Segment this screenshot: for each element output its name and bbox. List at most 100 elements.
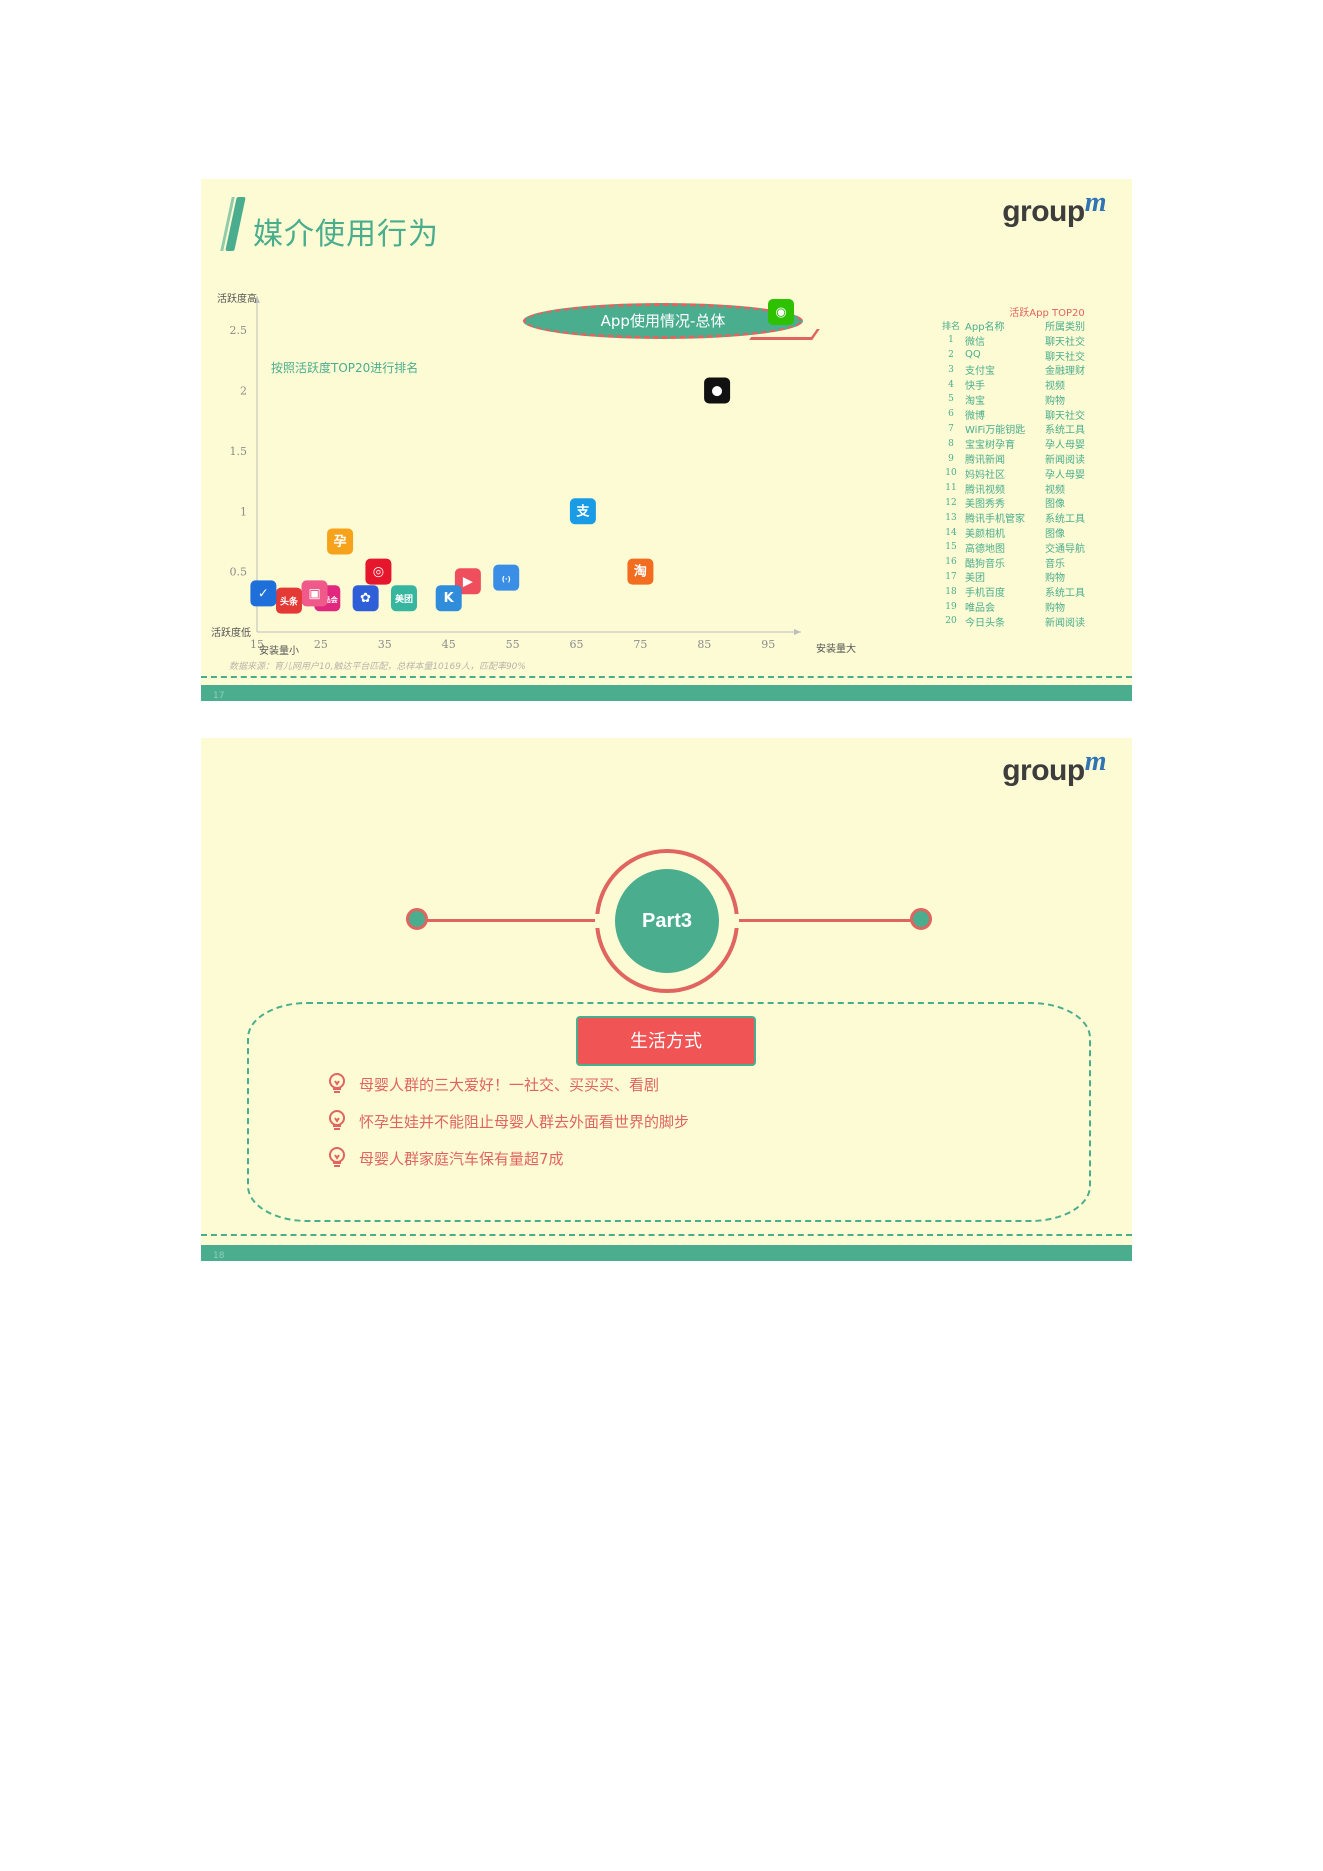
legend-row: 2 QQ 聊天社交: [937, 348, 1127, 362]
legend-row: 11 腾讯视频 视频: [937, 481, 1127, 496]
x-tick-label: 55: [506, 638, 520, 651]
legend-rank: 2: [948, 349, 954, 360]
meituan-icon: 美团: [390, 585, 417, 612]
legend-rows: 1 微信 聊天社交 2 QQ 聊天社交 3 支付宝 金融理财 4 快手 视频 5 淘宝 购物 6 微博 聊天社交 7…: [937, 333, 1127, 629]
taobao-icon: 淘: [627, 558, 654, 585]
legend-row: 1 微信 聊天社交: [937, 333, 1127, 348]
legend-app-name: QQ: [965, 349, 981, 361]
data-point-glyph: ✓: [258, 586, 269, 601]
legend-row: 20 今日头条 新闻阅读: [937, 614, 1127, 629]
legend-category: 购物: [1045, 603, 1065, 615]
legend-rank: 19: [945, 601, 957, 612]
legend-rank: 6: [948, 409, 954, 420]
legend-category: 聊天社交: [1045, 410, 1085, 422]
part-circle: Part3: [615, 869, 719, 973]
legend-row: 4 快手 视频: [937, 377, 1127, 393]
legend-caption: 活跃App TOP20: [1009, 308, 1085, 319]
legend-rank: 14: [945, 527, 957, 538]
legend-rank: 10: [945, 468, 957, 479]
legend-category: 聊天社交: [1045, 336, 1085, 348]
meitu-icon: ▣: [301, 580, 328, 607]
y-axis-arrow: [254, 296, 260, 303]
legend-category: 系统工具: [1045, 588, 1085, 600]
kugou-icon: K: [435, 585, 462, 612]
legend-row: 9 腾讯新闻 新闻阅读: [937, 451, 1127, 467]
legend-category: 图像: [1045, 499, 1065, 511]
data-point-glyph: K: [444, 591, 455, 606]
legend-header-category: 所属类别: [1045, 321, 1085, 333]
legend-row: 5 淘宝 购物: [937, 392, 1127, 407]
data-point-marker: [435, 585, 462, 612]
y-tick-label: 2.5: [230, 324, 248, 337]
y-tick-label: 0.5: [230, 566, 248, 579]
legend-app-name: 微信: [965, 336, 985, 348]
legend-app-name: 淘宝: [965, 395, 985, 407]
data-point-marker: [627, 558, 654, 585]
legend-category: 音乐: [1045, 558, 1065, 570]
toutiao-icon: 头条: [275, 587, 302, 614]
legend-row: 6 微博 聊天社交: [937, 407, 1127, 422]
data-point-marker: [327, 528, 354, 555]
legend-rank: 18: [945, 586, 957, 597]
wechat-icon: ◉: [768, 299, 794, 326]
legend-row: 8 宝宝树孕育 孕人母婴: [937, 436, 1127, 452]
legend-rank: 12: [945, 497, 957, 508]
data-points: ◉ ● 支淘 (·) ▶ K 美团 ◎✿ 孕唯品会▣ 头条 ✓: [250, 299, 794, 614]
legend-row: 3 支付宝 金融理财: [937, 362, 1127, 378]
legend-rank: 1: [948, 335, 954, 346]
data-point-glyph: 美团: [395, 593, 413, 605]
legend-rank: 4: [948, 379, 954, 390]
legend-row: 18 手机百度 系统工具: [937, 584, 1127, 600]
data-point-glyph: ▶: [463, 574, 473, 589]
data-point-glyph: ✿: [360, 591, 371, 606]
legend-header-rank: 排名: [941, 321, 960, 332]
data-point-marker: [493, 564, 520, 591]
y-tick-label: 1: [240, 505, 247, 518]
data-point-glyph: 淘: [634, 564, 647, 580]
legend-app-name: 支付宝: [965, 366, 995, 378]
legend-header: 排名 App名称 所属类别: [937, 318, 1127, 333]
data-point-glyph: 支: [575, 503, 590, 519]
ranking-note: 按照活跃度TOP20进行排名: [271, 361, 419, 375]
legend-category: 视频: [1045, 381, 1065, 393]
content-dashed-box: [247, 1002, 1091, 1222]
x-tick-label: 25: [314, 638, 328, 651]
kuaishou-icon: ▶: [454, 568, 481, 595]
legend-row: 17 美团 购物: [937, 570, 1127, 585]
legend-app-name: 快手: [965, 381, 985, 393]
x-axis-max-label: 安装量大: [816, 642, 856, 655]
legend-row: 19 唯品会 购物: [937, 599, 1127, 615]
chart-axes: [254, 296, 801, 635]
bullet-item: 母婴人群家庭汽车保有量超7成: [325, 1146, 564, 1170]
y-tick-label: 2: [240, 385, 247, 398]
bullet-text: 母婴人群的三大爱好！一社交、买买买、看剧: [359, 1075, 660, 1094]
x-axis-arrow: [794, 629, 801, 635]
data-point-marker: [301, 580, 328, 607]
x-ticks: 15 25 35 45 55 65 75 85 95: [250, 638, 775, 651]
bullet-text: 怀孕生娃并不能阻止母婴人群去外面看世界的脚步: [359, 1112, 690, 1131]
y-ticks: 0.5 1 1.5 2 2.5: [230, 324, 248, 578]
legend-app-name: 宝宝树孕育: [965, 440, 1015, 452]
legend-category: 金融理财: [1045, 366, 1085, 378]
legend-rank: 5: [948, 394, 954, 405]
legend-row: 12 美图秀秀 图像: [937, 496, 1127, 511]
legend-rank: 16: [945, 557, 957, 568]
data-point-glyph: ▣: [308, 586, 320, 601]
x-tick-label: 85: [697, 638, 711, 651]
connector-line-left: [419, 919, 597, 922]
x-tick-label: 15: [250, 638, 264, 651]
data-point-glyph: ◉: [775, 305, 786, 320]
data-point-marker: [704, 377, 731, 404]
slide-title: 媒介使用行为: [253, 217, 439, 252]
x-tick-label: 75: [633, 638, 647, 651]
legend-rank: 9: [948, 453, 954, 464]
legend-rank: 7: [948, 423, 954, 434]
legend-header-app: App名称: [965, 321, 1005, 333]
legend-app-name: 腾讯手机管家: [965, 514, 1025, 526]
data-point-marker: [365, 558, 392, 585]
page-number: 17: [213, 691, 225, 701]
y-axis-max-label: 活跃度高: [217, 292, 257, 305]
x-tick-label: 65: [570, 638, 584, 651]
legend-app-name: 美图秀秀: [965, 499, 1005, 511]
bullet-item: 母婴人群的三大爱好！一社交、买买买、看剧: [325, 1072, 659, 1096]
